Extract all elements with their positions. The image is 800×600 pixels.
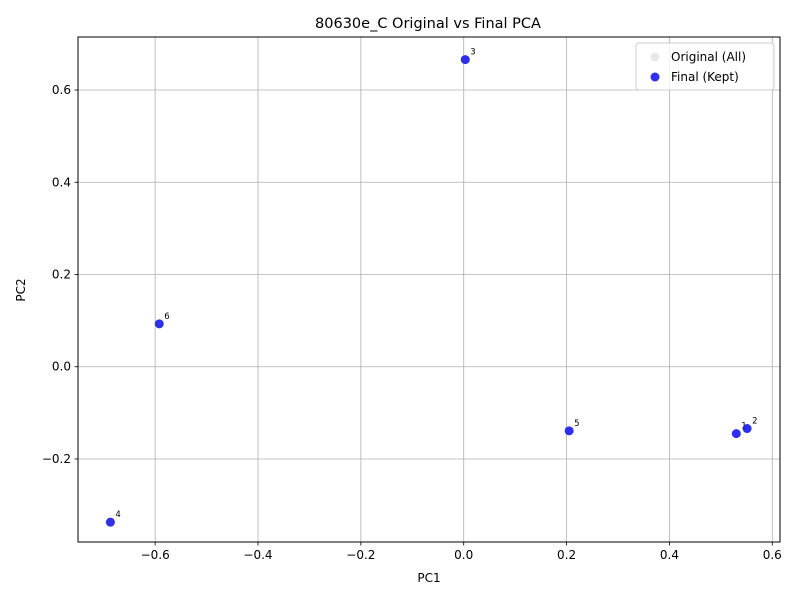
- legend-label-final: Final (Kept): [671, 70, 739, 84]
- x-tick-label: −0.4: [243, 548, 272, 562]
- x-tick-label: 0.6: [763, 548, 782, 562]
- y-tick-label: 0.6: [52, 83, 71, 97]
- point-label: 2: [752, 417, 757, 427]
- legend-marker-original: [650, 52, 660, 62]
- legend-marker-final: [650, 72, 660, 82]
- point-label: 3: [470, 48, 475, 58]
- x-axis-label: PC1: [417, 571, 440, 585]
- grid: [78, 37, 780, 542]
- final-point: [460, 55, 470, 65]
- x-tick-label: −0.6: [141, 548, 170, 562]
- data-points: 123456: [105, 48, 758, 527]
- final-point: [742, 424, 752, 434]
- y-axis-label: PC2: [14, 278, 28, 301]
- plot-frame: [77, 36, 781, 543]
- chart-title: 80630e_C Original vs Final PCA: [315, 16, 541, 32]
- y-tick-label: 0.2: [52, 268, 71, 282]
- legend-label-original: Original (All): [671, 50, 746, 64]
- x-tick-label: −0.2: [346, 548, 375, 562]
- y-tick-label: 0.0: [52, 360, 71, 374]
- final-point: [564, 426, 574, 436]
- point-label: 4: [115, 510, 120, 520]
- final-point: [154, 319, 164, 329]
- final-point: [105, 517, 115, 527]
- ticks: −0.6 −0.4 −0.2 0.0 0.2 0.4 0.6 −0.2 0.0 0.2 0.4 0.6: [42, 83, 782, 562]
- y-tick-label: 0.4: [52, 175, 71, 189]
- point-label: 5: [574, 419, 579, 429]
- point-label: 6: [164, 312, 169, 322]
- legend-box: [635, 42, 775, 91]
- y-tick-label: −0.2: [42, 452, 71, 466]
- legend: Original (All) Final (Kept): [635, 42, 775, 91]
- x-tick-label: 0.4: [660, 548, 679, 562]
- x-tick-label: 0.2: [557, 548, 576, 562]
- final-point: [731, 429, 741, 439]
- x-tick-label: 0.0: [454, 548, 473, 562]
